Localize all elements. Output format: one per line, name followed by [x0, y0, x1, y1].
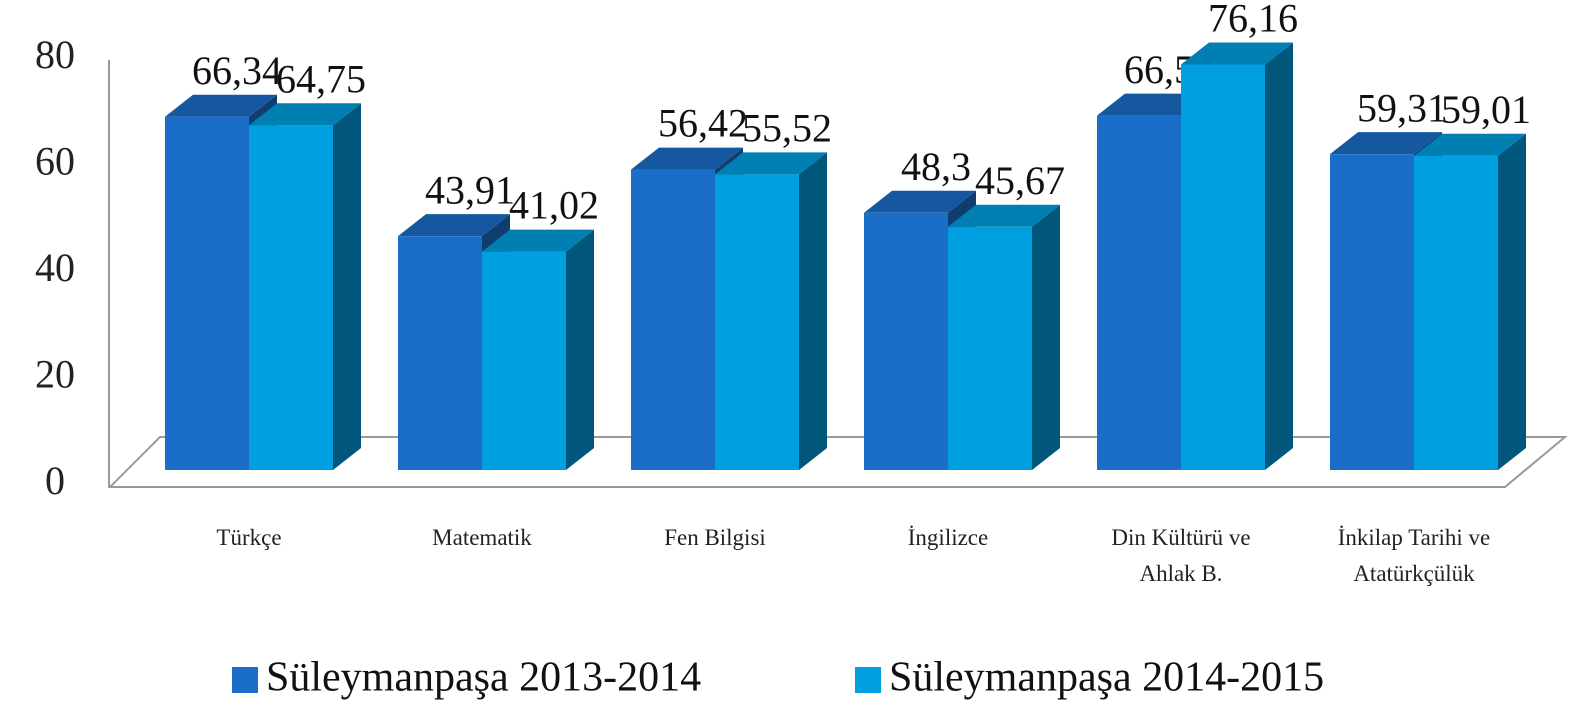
- bar: [1414, 155, 1498, 471]
- bar-side: [566, 229, 594, 470]
- bar-top: [482, 229, 594, 252]
- bar-side: [1032, 204, 1060, 470]
- data-label: 43,91: [425, 167, 515, 212]
- data-label: 56,42: [658, 101, 748, 146]
- data-label: 76,16: [1208, 0, 1298, 41]
- bar: [249, 125, 333, 471]
- data-label: 55,52: [742, 106, 832, 151]
- bar-side: [333, 103, 361, 471]
- bar-top: [165, 94, 277, 117]
- data-label: 48,3: [901, 144, 971, 189]
- data-label: 45,67: [975, 158, 1065, 203]
- bar: [1097, 115, 1181, 470]
- bar: [482, 251, 566, 470]
- data-label: 64,75: [276, 56, 366, 101]
- bar: [715, 174, 799, 470]
- x-tick-label: Din Kültürü ve Ahlak B.: [1111, 525, 1251, 586]
- bar-top: [1330, 132, 1442, 155]
- legend-swatch: [232, 667, 258, 693]
- bar: [631, 169, 715, 470]
- data-label: 59,01: [1441, 87, 1531, 132]
- bar-top: [631, 147, 743, 170]
- bar-top: [948, 204, 1060, 227]
- floor: [107, 436, 1568, 488]
- bar: [398, 236, 482, 470]
- bar-side: [1265, 42, 1293, 471]
- x-tick-label: İnkilap Tarihi ve Atatürkçülük: [1337, 525, 1491, 586]
- bar-top: [1181, 42, 1293, 65]
- bar: [948, 226, 1032, 470]
- x-tick-label: İngilizce: [907, 525, 989, 550]
- bar: [1181, 64, 1265, 470]
- data-label: 66,34: [192, 48, 282, 93]
- bar-side: [799, 152, 827, 470]
- legend-label: Süleymanpaşa 2014-2015: [889, 655, 1324, 701]
- y-tick-label: 60: [35, 139, 75, 184]
- y-tick-label: 80: [35, 32, 75, 77]
- bar-top: [715, 152, 827, 175]
- x-tick-label: Matematik: [432, 525, 532, 550]
- bar: [1330, 154, 1414, 470]
- data-label: 59,31: [1357, 85, 1447, 130]
- x-tick-label: Fen Bilgisi: [664, 525, 766, 550]
- data-label: 41,02: [509, 183, 599, 228]
- bar-top: [864, 190, 976, 213]
- x-tick-label: Türkçe: [216, 525, 282, 550]
- bar: [165, 116, 249, 470]
- y-tick-label: 0: [45, 458, 65, 503]
- bar-top: [1414, 133, 1526, 156]
- legend-swatch: [855, 667, 881, 693]
- y-tick-label: 40: [35, 245, 75, 290]
- legend-label: Süleymanpaşa 2013-2014: [266, 655, 701, 701]
- bar-top: [249, 103, 361, 126]
- bar-side: [1498, 133, 1526, 471]
- bar: [864, 212, 948, 471]
- bar-top: [398, 214, 510, 237]
- y-tick-label: 20: [35, 352, 75, 397]
